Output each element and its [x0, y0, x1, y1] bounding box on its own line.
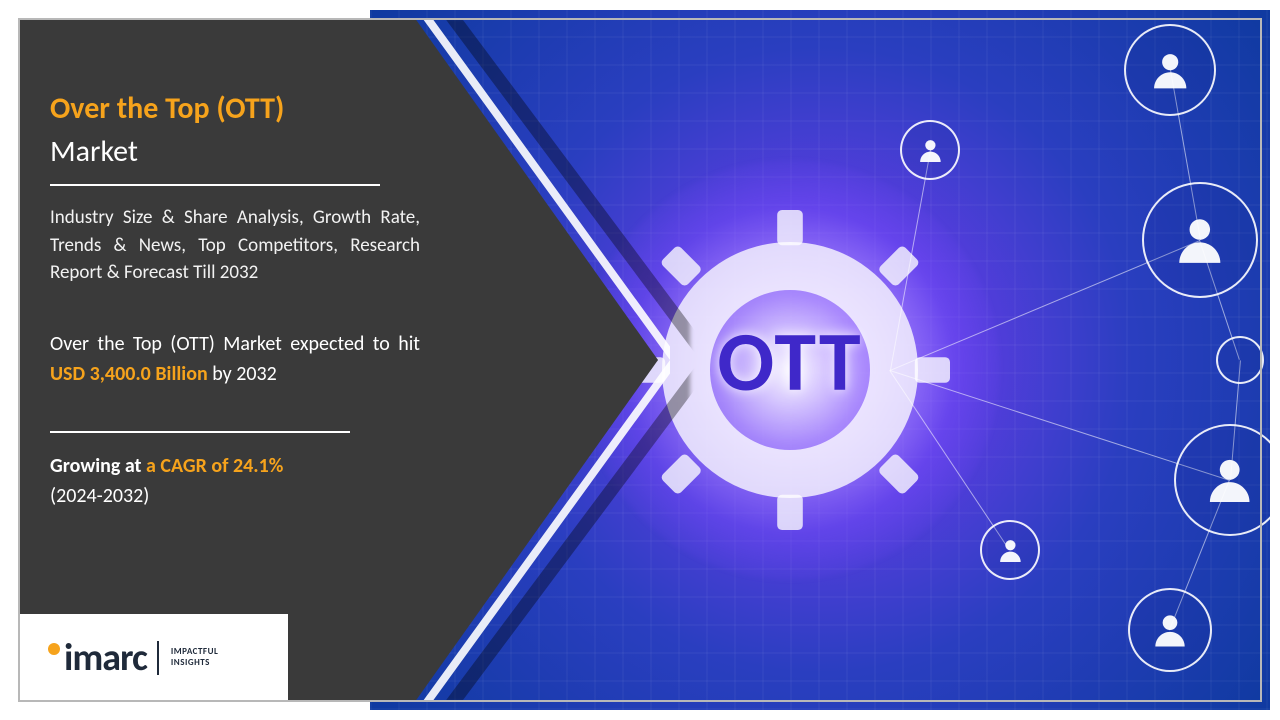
logo-zone: imarc IMPACTFUL INSIGHTS: [18, 614, 288, 702]
forecast-line: Over the Top (OTT) Market expected to hi…: [50, 329, 420, 389]
user-node-icon: [900, 120, 960, 180]
logo-tagline: IMPACTFUL INSIGHTS: [171, 647, 218, 669]
logo-divider: [157, 641, 159, 675]
user-node-icon: [1142, 182, 1258, 298]
logo-brand: imarc: [64, 635, 147, 681]
title-market: Market: [50, 133, 420, 170]
dot-node-icon: [1216, 336, 1264, 384]
cagr-prefix: Growing at: [50, 454, 146, 478]
center-ott-label: OTT: [670, 310, 910, 413]
forecast-prefix: Over the Top (OTT) Market expected to hi…: [50, 332, 420, 356]
logo-tagline-l1: IMPACTFUL: [171, 646, 218, 657]
title-accent: Over the Top (OTT): [50, 90, 420, 127]
description-text: Industry Size & Share Analysis, Growth R…: [50, 204, 420, 287]
logo-tagline-l2: INSIGHTS: [171, 657, 210, 668]
forecast-suffix: by 2032: [208, 362, 277, 386]
cagr-line: Growing at a CAGR of 24.1% (2024-2032): [50, 451, 420, 511]
cagr-value: a CAGR of 24.1%: [146, 454, 283, 478]
infographic-stage: OTT Over the Top (OTT) Market Industry S…: [0, 0, 1280, 720]
user-node-icon: [1128, 588, 1212, 672]
logo-dot-icon: [48, 643, 60, 655]
divider-1: [50, 184, 380, 186]
forecast-value: USD 3,400.0 Billion: [50, 362, 208, 386]
divider-2: [50, 431, 350, 433]
cagr-period: (2024-2032): [50, 481, 420, 511]
content-block: Over the Top (OTT) Market Industry Size …: [50, 90, 420, 511]
user-node-icon: [1174, 424, 1270, 536]
user-node-icon: [1124, 24, 1216, 116]
user-node-icon: [980, 520, 1040, 580]
